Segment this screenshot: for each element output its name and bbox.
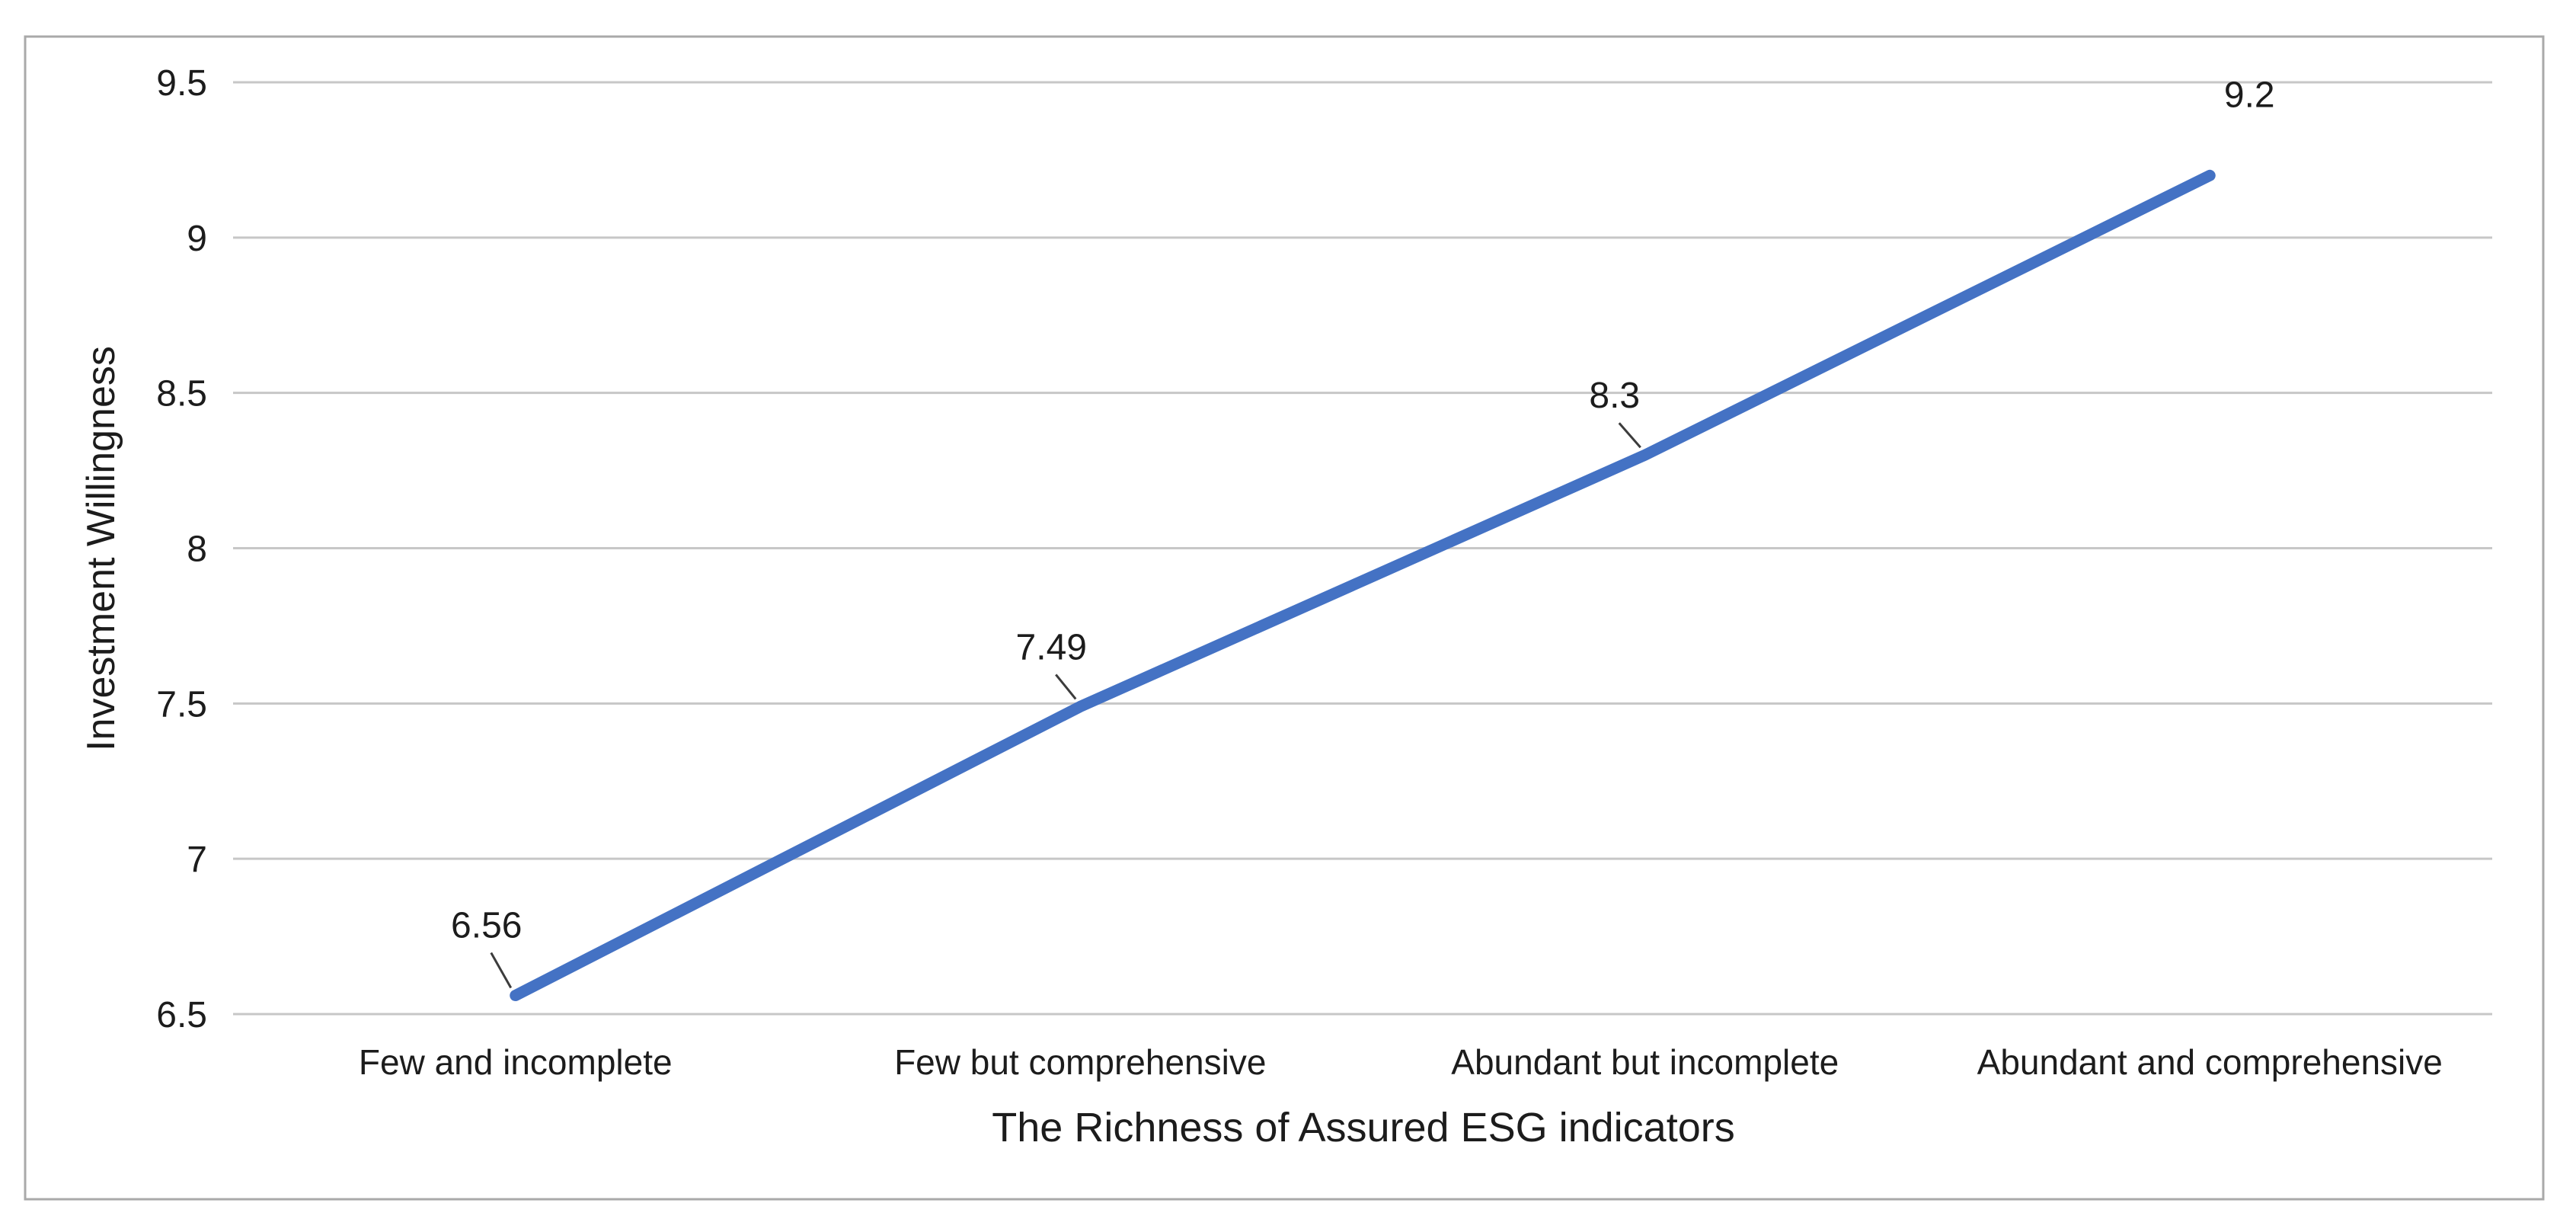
data-label-leader — [1618, 422, 1641, 449]
series-line — [510, 169, 2216, 1002]
y-tick-label: 8.5 — [156, 374, 207, 414]
x-category-label: Abundant but incomplete — [1451, 1042, 1839, 1082]
x-category-label: Few but comprehensive — [894, 1042, 1266, 1082]
y-tick-label: 7 — [187, 840, 207, 880]
data-label-leaders-group — [490, 422, 1641, 989]
y-tick-label: 9.5 — [156, 63, 207, 104]
x-axis-title: The Richness of Assured ESG indicators — [992, 1105, 1734, 1150]
x-category-label: Abundant and comprehensive — [1977, 1042, 2443, 1082]
data-label: 9.2 — [2224, 75, 2275, 115]
data-label: 8.3 — [1589, 376, 1640, 416]
y-tick-label: 6.5 — [156, 995, 207, 1035]
gridlines-group — [233, 81, 2492, 1016]
x-category-labels-group: Few and incomplete Few but comprehensive A… — [359, 1042, 2443, 1082]
y-tick-label: 7.5 — [156, 684, 207, 725]
data-label-leader — [490, 952, 513, 989]
data-label-leader — [1055, 674, 1077, 700]
data-label: 6.56 — [451, 906, 522, 946]
series-group — [510, 169, 2216, 1002]
y-tick-label: 9 — [187, 219, 207, 259]
data-labels-group: 6.56 7.49 8.3 9.2 — [451, 75, 2275, 946]
y-tick-label: 8 — [187, 530, 207, 570]
data-label: 7.49 — [1016, 627, 1087, 667]
x-category-label: Few and incomplete — [359, 1042, 673, 1082]
chart-border — [24, 35, 2545, 1201]
y-tick-labels-group: 6.5 7 7.5 8 8.5 9 9.5 — [156, 63, 207, 1035]
y-axis-title: Investment Willingness — [79, 346, 123, 751]
